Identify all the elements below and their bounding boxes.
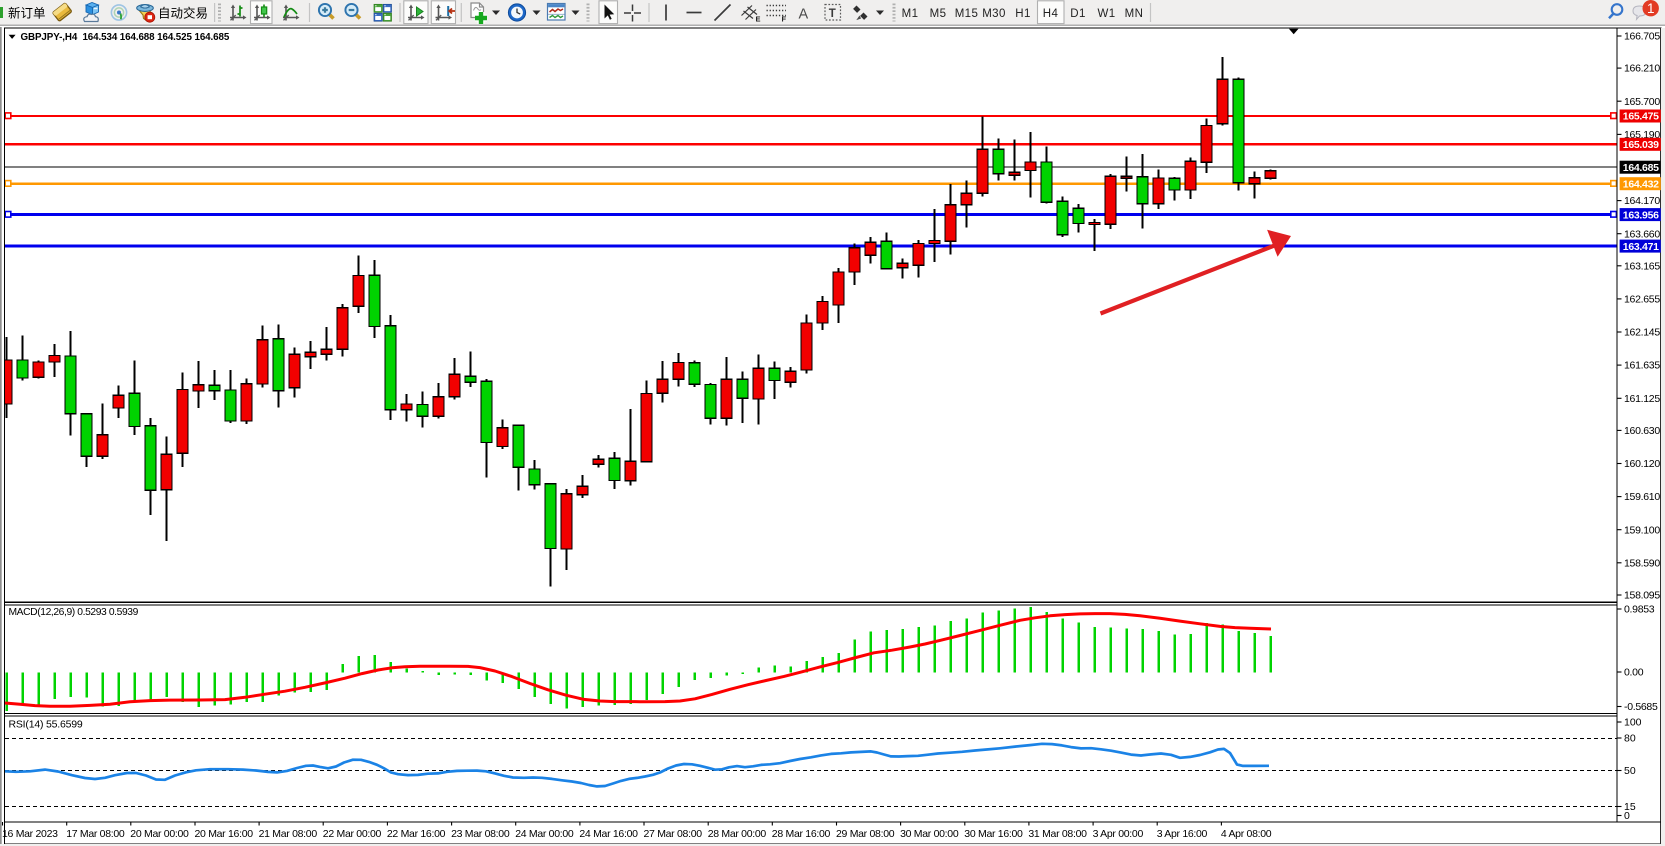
svg-text:80: 80 <box>1624 733 1636 745</box>
svg-text:28 Mar 00:00: 28 Mar 00:00 <box>708 828 767 840</box>
svg-text:1: 1 <box>1647 1 1655 16</box>
svg-text:17 Mar 08:00: 17 Mar 08:00 <box>66 828 125 840</box>
svg-text:23 Mar 08:00: 23 Mar 08:00 <box>451 828 510 840</box>
svg-text:H4: H4 <box>1043 8 1059 20</box>
svg-text:50: 50 <box>1624 765 1636 777</box>
svg-text:28 Mar 16:00: 28 Mar 16:00 <box>772 828 831 840</box>
svg-text:M30: M30 <box>982 8 1006 20</box>
svg-text:159.100: 159.100 <box>1624 524 1660 536</box>
svg-text:163.471: 163.471 <box>1623 241 1659 253</box>
svg-text:158.095: 158.095 <box>1624 590 1660 602</box>
svg-text:164.685: 164.685 <box>1623 162 1659 174</box>
svg-text:158.590: 158.590 <box>1624 557 1660 569</box>
svg-text:165.475: 165.475 <box>1623 111 1659 123</box>
svg-text:30 Mar 00:00: 30 Mar 00:00 <box>900 828 959 840</box>
svg-text:15: 15 <box>1624 801 1636 813</box>
svg-text:162.655: 162.655 <box>1624 294 1660 306</box>
svg-text:21 Mar 08:00: 21 Mar 08:00 <box>259 828 318 840</box>
svg-text:E: E <box>756 15 761 24</box>
svg-text:RSI(14) 55.6599: RSI(14) 55.6599 <box>9 719 83 731</box>
svg-text:162.145: 162.145 <box>1624 327 1660 339</box>
svg-text:160.630: 160.630 <box>1624 425 1660 437</box>
svg-text:M1: M1 <box>902 8 919 20</box>
svg-text:0.00: 0.00 <box>1624 667 1644 679</box>
svg-text:163.956: 163.956 <box>1623 209 1659 221</box>
svg-text:27 Mar 08:00: 27 Mar 08:00 <box>644 828 703 840</box>
svg-text:164.170: 164.170 <box>1624 195 1660 207</box>
svg-text:0.9853: 0.9853 <box>1624 604 1655 616</box>
svg-text:24 Mar 16:00: 24 Mar 16:00 <box>579 828 638 840</box>
svg-text:100: 100 <box>1624 717 1642 729</box>
svg-text:22 Mar 16:00: 22 Mar 16:00 <box>387 828 446 840</box>
svg-text:160.120: 160.120 <box>1624 458 1660 470</box>
svg-text:20 Mar 00:00: 20 Mar 00:00 <box>130 828 189 840</box>
svg-text:31 Mar 08:00: 31 Mar 08:00 <box>1028 828 1087 840</box>
svg-text:165.700: 165.700 <box>1624 96 1660 108</box>
svg-text:MN: MN <box>1125 8 1144 20</box>
svg-text:W1: W1 <box>1097 8 1115 20</box>
svg-text:20 Mar 16:00: 20 Mar 16:00 <box>195 828 254 840</box>
svg-text:MACD(12,26,9) 0.5293 0.5939: MACD(12,26,9) 0.5293 0.5939 <box>9 607 139 618</box>
svg-text:22 Mar 00:00: 22 Mar 00:00 <box>323 828 382 840</box>
svg-text:-0.5685: -0.5685 <box>1624 701 1658 713</box>
svg-text:165.039: 165.039 <box>1623 139 1659 151</box>
svg-text:M5: M5 <box>930 8 947 20</box>
svg-text:161.635: 161.635 <box>1624 360 1660 372</box>
svg-text:GBPJPY-,H4 164.534 164.688 16: GBPJPY-,H4 164.534 164.688 164.525 164.6… <box>21 32 230 43</box>
svg-text:自动交易: 自动交易 <box>158 6 208 21</box>
svg-text:163.165: 163.165 <box>1624 260 1660 272</box>
svg-text:24 Mar 00:00: 24 Mar 00:00 <box>515 828 574 840</box>
svg-text:3 Apr 16:00: 3 Apr 16:00 <box>1157 828 1208 840</box>
svg-text:T: T <box>829 8 836 20</box>
svg-text:D1: D1 <box>1070 8 1086 20</box>
svg-text:新订单: 新订单 <box>8 6 46 21</box>
svg-text:166.210: 166.210 <box>1624 63 1660 75</box>
svg-text:16 Mar 2023: 16 Mar 2023 <box>2 828 58 840</box>
svg-text:4 Apr 08:00: 4 Apr 08:00 <box>1221 828 1272 840</box>
svg-text:3 Apr 00:00: 3 Apr 00:00 <box>1093 828 1144 840</box>
svg-text:159.610: 159.610 <box>1624 491 1660 503</box>
svg-text:F: F <box>782 15 787 24</box>
svg-text:166.705: 166.705 <box>1624 31 1660 43</box>
svg-text:161.125: 161.125 <box>1624 393 1660 405</box>
svg-text:29 Mar 08:00: 29 Mar 08:00 <box>836 828 895 840</box>
svg-text:163.660: 163.660 <box>1624 228 1660 240</box>
svg-text:H1: H1 <box>1015 8 1031 20</box>
svg-text:M15: M15 <box>955 8 979 20</box>
svg-text:A: A <box>799 7 809 23</box>
svg-text:30 Mar 16:00: 30 Mar 16:00 <box>964 828 1023 840</box>
svg-text:164.432: 164.432 <box>1623 178 1659 190</box>
svg-text:0: 0 <box>1624 810 1630 822</box>
